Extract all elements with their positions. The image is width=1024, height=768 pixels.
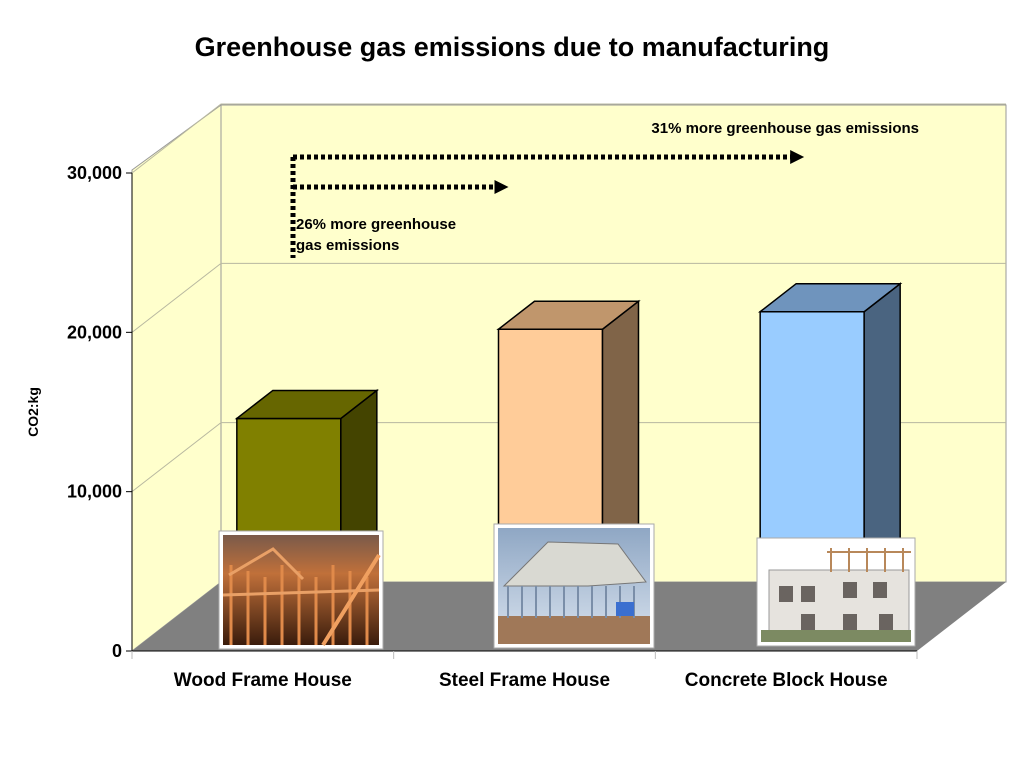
y-axis-label: CO2:kg [25, 387, 41, 437]
gridline [131, 103, 1006, 174]
arrowhead-icon [790, 150, 805, 164]
bar-top [757, 282, 903, 313]
bar-top [234, 389, 380, 420]
bar-top [496, 300, 641, 330]
bar-3 [757, 282, 903, 614]
side-wall [131, 104, 222, 653]
x-tick-label: Wood Frame House [174, 670, 352, 691]
x-tick-label: Steel Frame House [439, 670, 610, 691]
concrete-block-house-photo [756, 537, 916, 647]
gridline [131, 262, 1006, 333]
y-tick-label: 0 [112, 641, 122, 661]
gridline [131, 422, 1006, 493]
y-tick-label: 30,000 [67, 163, 122, 183]
annotation-text: 31% more greenhouse gas emissions [651, 120, 919, 137]
wood-frame-house-photo [218, 530, 384, 650]
chart-title: Greenhouse gas emissions due to manufact… [195, 32, 830, 62]
y-tick-label: 10,000 [67, 482, 122, 502]
arrowhead-icon [494, 180, 509, 194]
steel-frame-house-photo [493, 523, 655, 649]
annotation-text: gas emissions [296, 237, 399, 254]
y-tick-label: 20,000 [67, 322, 122, 342]
x-tick-label: Concrete Block House [685, 670, 888, 691]
annotation-text: 26% more greenhouse [296, 216, 456, 233]
